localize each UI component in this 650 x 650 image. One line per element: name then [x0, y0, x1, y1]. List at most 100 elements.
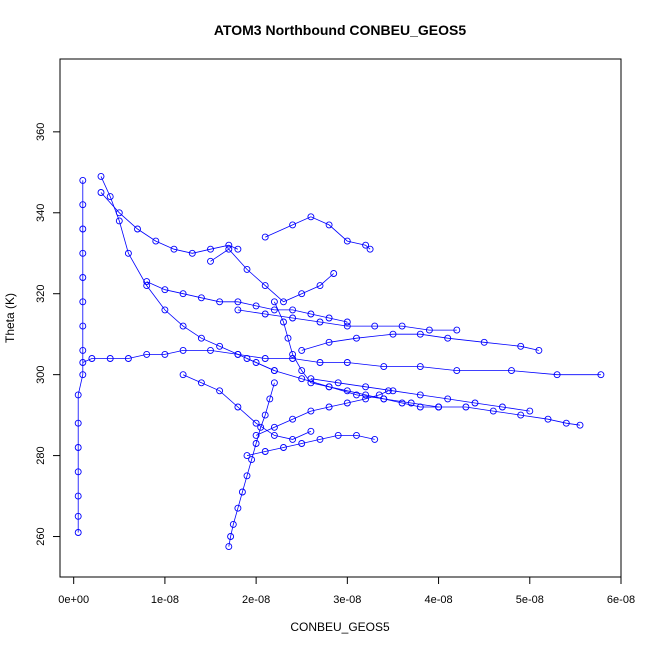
data-point	[143, 282, 151, 290]
x-tick-label: 6e-08	[607, 594, 635, 606]
data-point	[398, 399, 406, 407]
data-point	[261, 282, 269, 290]
data-point	[216, 342, 224, 350]
data-point	[227, 533, 235, 540]
data-point	[74, 444, 82, 451]
data-point	[261, 411, 269, 419]
data-point	[280, 444, 287, 451]
data-point	[517, 342, 525, 350]
data-point	[243, 355, 251, 362]
data-point	[74, 391, 82, 399]
data-point	[407, 399, 415, 407]
data-series	[270, 298, 443, 411]
data-series	[179, 371, 315, 443]
data-point	[270, 367, 278, 375]
data-point	[252, 359, 260, 366]
data-point	[143, 278, 151, 286]
data-point	[238, 488, 246, 496]
data-point	[316, 359, 324, 366]
data-point	[343, 237, 351, 245]
data-point	[289, 355, 297, 362]
data-point	[307, 427, 315, 435]
x-tick-label: 5e-08	[516, 594, 544, 606]
data-point	[152, 237, 160, 245]
data-point	[517, 411, 525, 419]
x-tick-label: 1e-08	[151, 594, 179, 606]
y-tick-label: 280	[35, 446, 47, 464]
data-point	[266, 395, 274, 403]
data-point	[234, 350, 242, 358]
data-point	[74, 468, 82, 476]
data-point	[225, 245, 233, 253]
data-point	[270, 298, 278, 306]
data-point	[334, 431, 342, 439]
data-point	[79, 225, 87, 233]
data-point	[270, 431, 278, 439]
series-line	[274, 301, 439, 408]
data-series	[97, 189, 242, 257]
y-axis-label: Theta (K)	[3, 293, 17, 343]
data-point	[161, 350, 169, 358]
data-point	[207, 245, 214, 253]
data-point	[79, 322, 87, 330]
data-point	[425, 326, 433, 334]
data-point	[115, 217, 123, 225]
data-point	[380, 363, 388, 371]
data-point	[416, 403, 424, 411]
data-point	[79, 298, 87, 306]
data-point	[298, 375, 306, 383]
data-series	[207, 245, 338, 306]
data-point	[562, 419, 570, 427]
data-point	[179, 290, 187, 298]
data-point	[248, 456, 256, 464]
data-point	[307, 407, 315, 415]
data-point	[526, 407, 534, 415]
data-point	[252, 440, 260, 447]
data-point	[444, 334, 452, 342]
data-point	[325, 383, 333, 391]
data-point	[257, 423, 265, 431]
data-point	[316, 435, 324, 443]
data-point	[462, 403, 470, 411]
x-tick-label: 4e-08	[424, 594, 452, 606]
data-point	[161, 286, 169, 294]
series-line	[265, 216, 371, 250]
data-point	[307, 310, 315, 318]
data-series	[97, 172, 278, 375]
data-point	[97, 172, 105, 180]
data-point	[289, 306, 297, 314]
data-point	[79, 346, 87, 354]
data-point	[316, 282, 324, 290]
data-point	[280, 298, 287, 306]
data-point	[366, 245, 374, 253]
data-point	[179, 322, 187, 330]
data-series	[225, 379, 278, 551]
data-point	[207, 257, 214, 265]
data-point	[124, 355, 132, 362]
series-line	[255, 390, 389, 436]
y-axis: 260 280 300 320 340 360	[35, 123, 61, 546]
data-point	[261, 355, 269, 362]
data-point	[134, 225, 141, 233]
data-point	[207, 346, 214, 354]
data-point	[489, 407, 497, 415]
y-tick-label: 340	[35, 204, 47, 222]
data-point	[225, 241, 233, 249]
data-point	[197, 294, 205, 302]
data-point	[508, 367, 515, 375]
data-series	[143, 278, 351, 326]
data-point	[298, 440, 306, 447]
data-point	[416, 391, 424, 399]
data-point	[74, 419, 82, 427]
data-point	[234, 245, 242, 253]
data-point	[334, 379, 342, 387]
data-point	[243, 265, 251, 273]
data-point	[179, 346, 187, 354]
data-point	[353, 334, 360, 342]
data-point	[453, 326, 461, 334]
data-point	[289, 435, 297, 443]
data-point	[498, 403, 506, 411]
data-point	[353, 431, 360, 439]
data-point	[325, 403, 333, 411]
